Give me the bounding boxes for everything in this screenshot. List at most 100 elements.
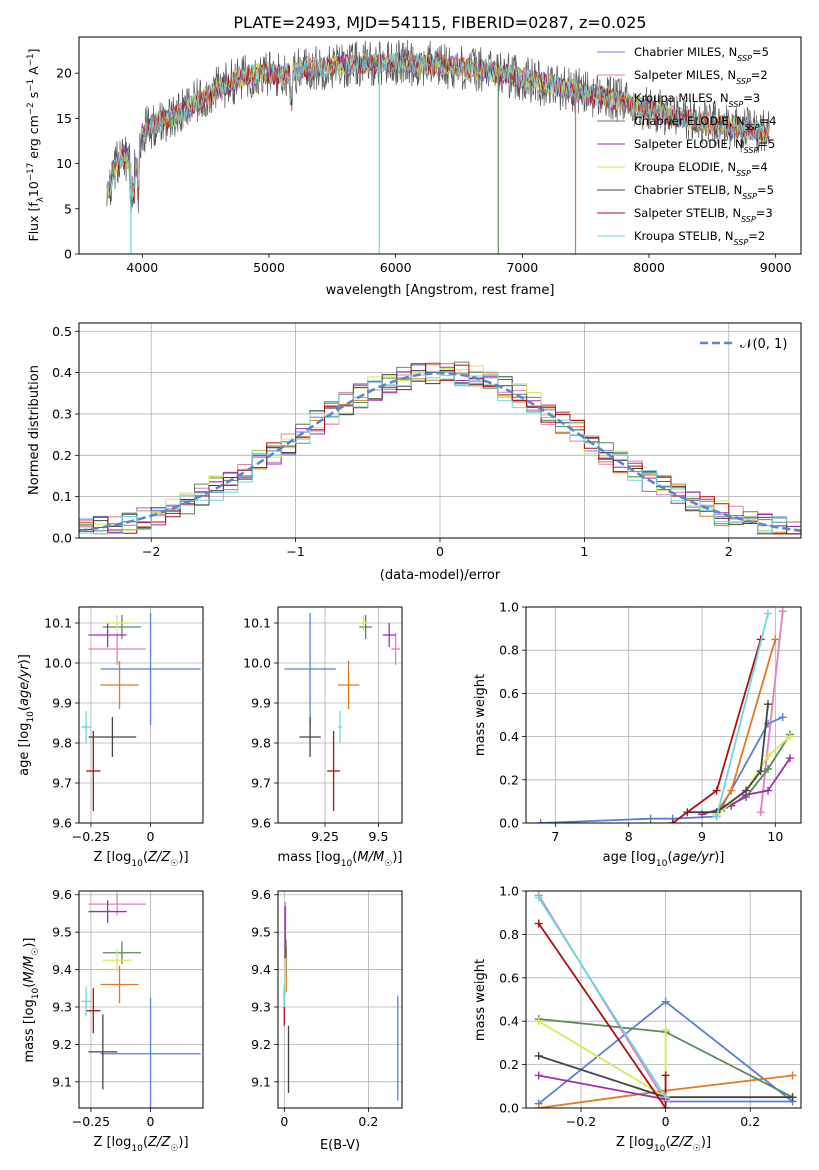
series-line	[538, 1020, 667, 1099]
legend-label: Salpeter MILES, NSSP=2	[634, 68, 768, 86]
y-tick-label: 10.1	[243, 616, 271, 631]
series-line	[540, 716, 784, 823]
axes-massweight_vs_Z: −0.2 0 0.2 0.0 0.2 0.4 0.6 0.8 1.0 Z [log10(Z/Z☉)…	[473, 884, 802, 1154]
axes-spectrum: 4000 5000 6000 7000 8000 9000 0 5 10 15 20 waveleng…	[26, 36, 802, 298]
y-tick-label: 0.4	[52, 365, 72, 380]
legend: Chabrier MILES, NSSP=5 Salpeter MILES, NS…	[597, 45, 776, 247]
series-line	[715, 613, 769, 817]
plot-area-age_vs_mass	[284, 613, 400, 811]
series-marker	[668, 819, 677, 823]
axes-frame	[78, 890, 204, 1109]
x-axis-label: mass [log10(M/M☉)]	[278, 850, 403, 869]
y-tick-label: 9.4	[251, 962, 271, 977]
x-tick-label: 0.2	[358, 1114, 378, 1129]
x-axis-label: wavelength [Angstrom, rest frame]	[326, 283, 555, 298]
x-axis-label: age [log10(age/yr)]	[603, 850, 725, 869]
x-tick-label: 2	[725, 544, 733, 559]
series-line	[759, 611, 784, 813]
y-tick-label: 0	[64, 247, 72, 262]
series-marker	[764, 786, 772, 795]
axes-frame	[78, 322, 802, 539]
axes-age_vs_mass: 9.25 9.5 9.6 9.7 9.8 9.9 10.0 10.1 mass [log10(M…	[243, 606, 403, 869]
series-marker	[778, 607, 787, 616]
legend-label: 𝒩(0, 1)	[740, 337, 787, 352]
axes-frame	[525, 890, 802, 1109]
histogram-step	[79, 369, 801, 535]
x-tick-label: 9.25	[311, 829, 339, 844]
series-line	[538, 1074, 666, 1101]
series-marker	[536, 819, 545, 823]
series-marker	[534, 1051, 543, 1060]
x-tick-label: 6000	[380, 260, 412, 275]
y-axis-label: mass [log10(M/M☉)]	[22, 938, 41, 1063]
legend-label: Kroupa ELODIE, NSSP=4	[634, 160, 768, 178]
y-tick-label: 0.1	[52, 489, 72, 504]
x-tick-label: 9	[698, 829, 706, 844]
x-tick-label: 7	[551, 829, 559, 844]
x-tick-label: 8000	[633, 260, 665, 275]
series-marker	[788, 1093, 797, 1102]
histogram-step	[79, 362, 801, 534]
x-tick-label: 5000	[253, 260, 285, 275]
series-marker	[661, 1071, 670, 1080]
axes-frame	[525, 606, 802, 824]
series-line	[701, 757, 791, 816]
y-tick-label: 9.8	[251, 736, 271, 751]
plot-area-age_vs_Z	[81, 613, 201, 811]
y-tick-label: 1.0	[499, 600, 519, 615]
x-axis-label: (data-model)/error	[380, 568, 501, 583]
y-tick-label: 10.0	[243, 656, 271, 671]
axes-residuals: −2 −1 0 1 2 0.0 0.1 0.2 0.3 0.4 0.5 𝒩(0, 1) (data-mo…	[27, 322, 802, 583]
y-tick-label: 0.0	[52, 531, 72, 546]
x-tick-label: 0.2	[740, 1114, 760, 1129]
legend-label: Kroupa STELIB, NSSP=2	[634, 229, 765, 247]
x-tick-label: −1	[286, 544, 304, 559]
x-tick-label: 9.5	[369, 829, 389, 844]
series-marker	[764, 752, 772, 761]
y-tick-label: 5	[64, 201, 72, 216]
y-tick-label: 9.5	[251, 925, 271, 940]
y-axis-label: Flux [fλ10−17 erg cm−2 s−1 A−1]	[26, 49, 46, 242]
y-tick-label: 0.6	[499, 686, 519, 701]
x-tick-label: −2	[142, 544, 160, 559]
x-tick-label: −0.25	[72, 829, 110, 844]
plot-area-residuals	[79, 361, 801, 535]
chart-layer: 4000 5000 6000 7000 8000 900005101520waveleng…	[17, 36, 802, 1154]
spectrum-line	[106, 51, 770, 204]
series-marker	[534, 1017, 543, 1026]
series-line	[701, 733, 791, 816]
y-tick-label: 0.6	[499, 970, 519, 985]
series-marker	[712, 812, 721, 821]
spectrum-line	[106, 51, 770, 200]
x-tick-label: 7000	[506, 260, 538, 275]
series-marker	[661, 1025, 670, 1034]
histogram-step	[79, 374, 801, 535]
x-tick-label: 0	[280, 1114, 288, 1129]
y-tick-label: 9.2	[251, 1037, 271, 1052]
histogram-step	[79, 363, 801, 535]
y-tick-label: 0.8	[499, 643, 519, 658]
axes-age_vs_Z: −0.25 0 9.6 9.7 9.8 9.9 10.0 10.1 Z [log10(Z/Z☉)…	[17, 606, 204, 869]
series-marker	[534, 1071, 543, 1080]
series-marker	[756, 767, 765, 776]
axes-frame	[78, 606, 204, 824]
y-tick-label: 0.2	[52, 448, 72, 463]
series-marker	[727, 786, 736, 795]
legend-label: Chabrier MILES, NSSP=5	[634, 45, 769, 63]
y-tick-label: 10.0	[44, 656, 72, 671]
y-tick-label: 9.5	[52, 925, 72, 940]
y-tick-label: 9.1	[251, 1074, 271, 1089]
series-marker	[788, 1071, 797, 1080]
y-tick-label: 9.6	[251, 887, 271, 902]
y-tick-label: 0.0	[499, 816, 519, 831]
y-axis-label: mass weight	[473, 959, 488, 1041]
axes-frame	[277, 890, 403, 1109]
y-axis-label: mass weight	[473, 674, 488, 756]
axes-frame	[78, 36, 802, 255]
x-tick-label: 8	[625, 829, 633, 844]
legend-label: Salpeter STELIB, NSSP=3	[634, 206, 773, 224]
y-tick-label: 0.5	[52, 324, 72, 339]
series-line	[538, 1000, 796, 1105]
series-line	[537, 922, 667, 1108]
y-tick-label: 0.4	[499, 1014, 519, 1029]
